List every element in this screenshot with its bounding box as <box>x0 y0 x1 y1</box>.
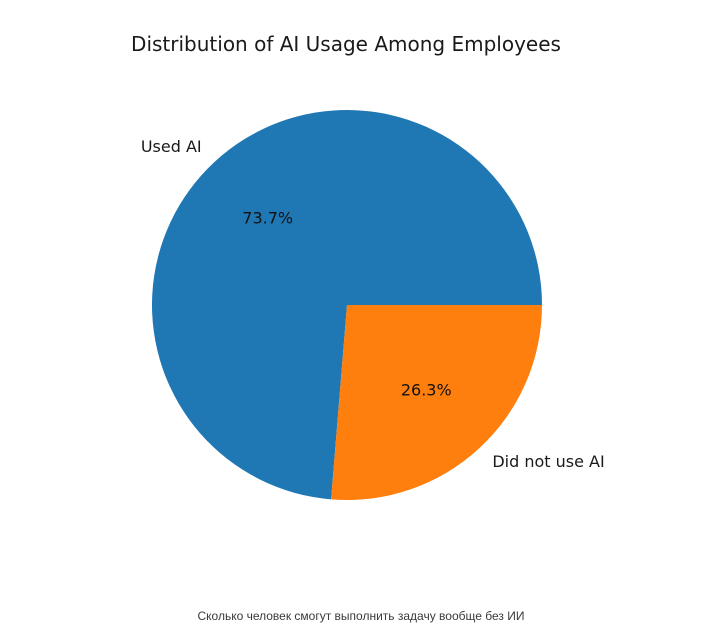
chart-caption: Сколько человек смогут выполнить задачу … <box>197 609 525 623</box>
slice-label-1: Did not use AI <box>492 452 604 471</box>
slice-percent-label-1: 26.3% <box>401 381 452 400</box>
pie-slices <box>152 110 543 500</box>
slice-percent-label-0: 73.7% <box>242 208 293 227</box>
chart-title: Distribution of AI Usage Among Employees <box>131 32 561 56</box>
slice-label-0: Used AI <box>141 137 202 156</box>
pie-slice-0 <box>152 110 542 500</box>
pie-labels: Used AI 73.7% Did not use AI 26.3% <box>141 137 605 471</box>
pie-slice-1 <box>331 305 543 500</box>
